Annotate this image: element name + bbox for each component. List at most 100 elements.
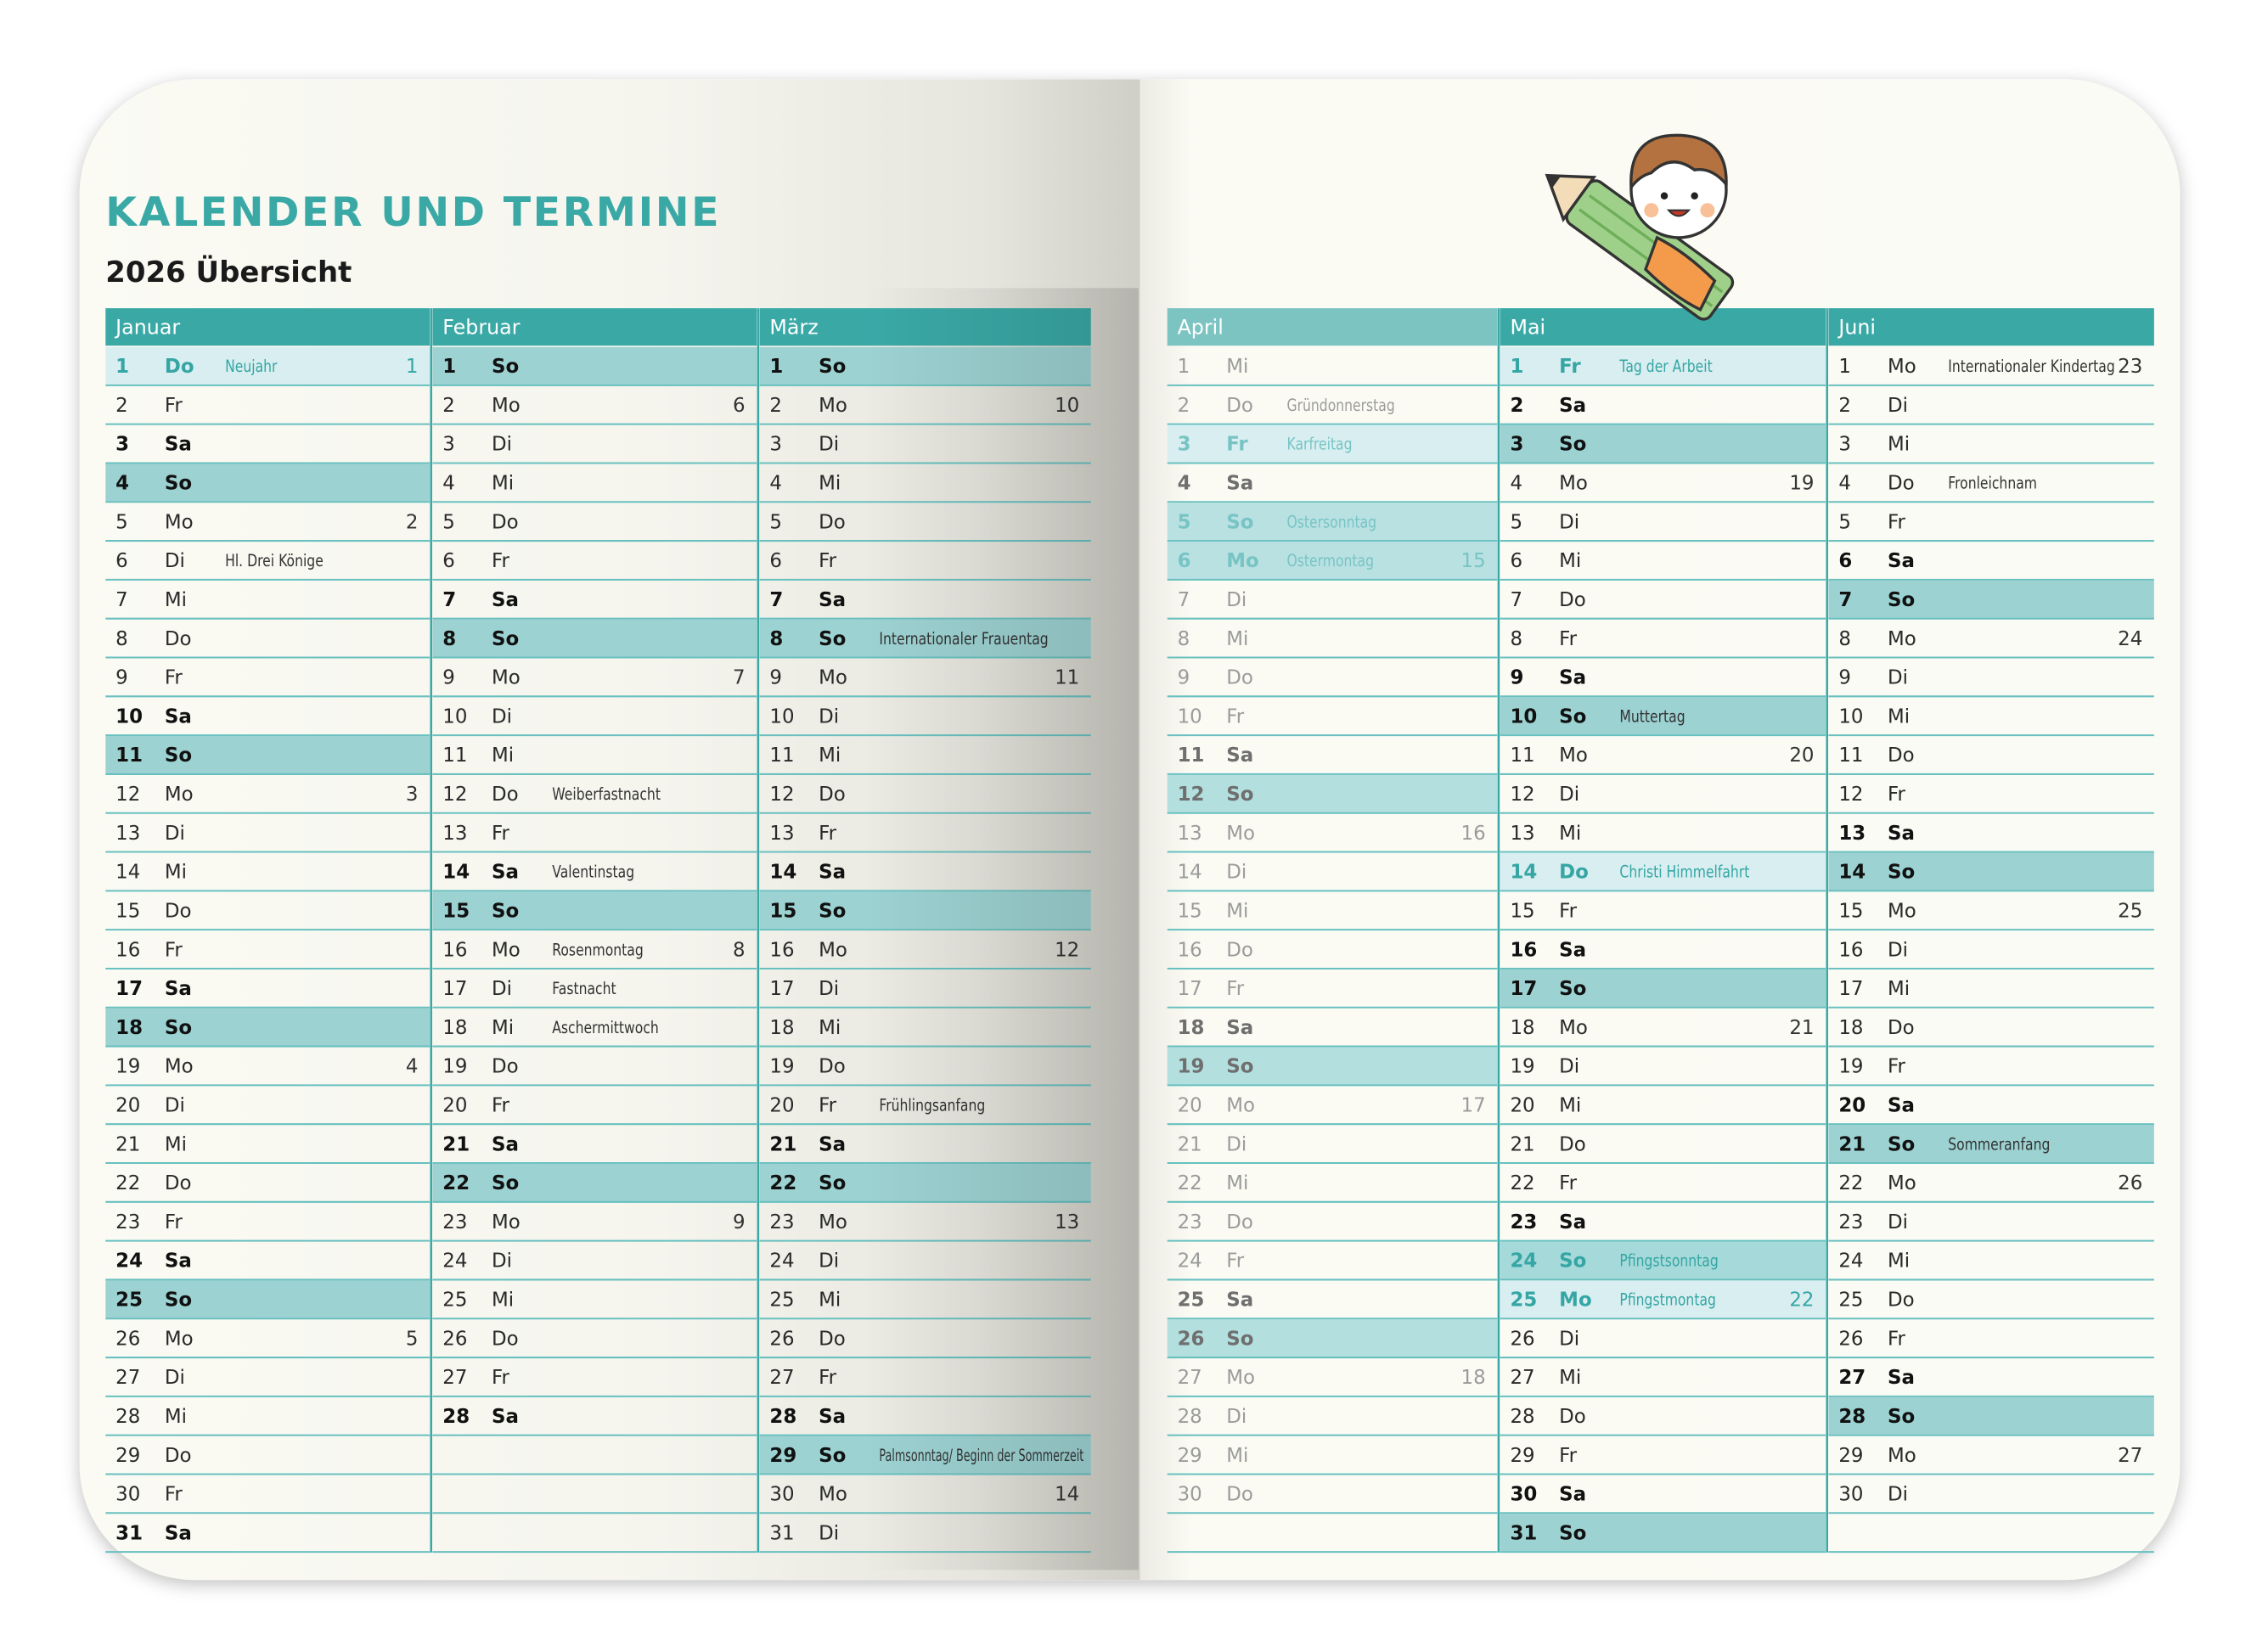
day-number: 23 [1838, 1211, 1863, 1233]
day-number: 1 [769, 356, 783, 378]
weekday: Do [165, 356, 194, 378]
day-number: 6 [769, 550, 782, 572]
day-number: 27 [1510, 1367, 1534, 1389]
weekday: Di [492, 978, 512, 1000]
weekday: Di [492, 434, 512, 456]
day-number: 11 [769, 745, 794, 767]
day-number: 19 [442, 1056, 467, 1078]
day-number: 17 [1838, 978, 1863, 1000]
day-number: 21 [1838, 1133, 1866, 1155]
day-number: 26 [115, 1328, 140, 1350]
day-number: 2 [115, 395, 128, 417]
weekday: So [492, 356, 519, 378]
weekday: Mo [1226, 1094, 1255, 1116]
weekday: Sa [1888, 550, 1915, 572]
day-number: 6 [1838, 550, 1852, 572]
row-highlight [1167, 1319, 1498, 1357]
weekday: Mo [819, 667, 847, 689]
day-number: 13 [442, 823, 467, 845]
row-highlight [1500, 697, 1826, 735]
weekday: Di [1888, 1211, 1908, 1233]
row-highlight [1500, 346, 1826, 385]
day-number: 24 [1838, 1250, 1863, 1273]
weekday: Mo [492, 939, 521, 961]
day-number: 9 [1838, 667, 1851, 689]
day-number: 25 [1838, 1290, 1863, 1312]
day-number: 12 [769, 784, 794, 806]
weekday: So [492, 1172, 519, 1194]
weekday: Mi [492, 1290, 514, 1312]
day-number: 28 [442, 1406, 470, 1428]
day-number: 29 [1178, 1445, 1202, 1467]
weekday: Mi [165, 589, 187, 611]
day-number: 19 [1178, 1056, 1205, 1078]
weekday: Do [1226, 1484, 1253, 1506]
day-note: Ostersonntag [1287, 512, 1377, 531]
day-number: 28 [1510, 1406, 1534, 1428]
day-number: 18 [442, 1017, 467, 1039]
day-number: 25 [442, 1290, 467, 1312]
weekday: Sa [1559, 1484, 1586, 1506]
day-number: 3 [1510, 434, 1523, 456]
day-number: 29 [769, 1445, 796, 1467]
weekday: So [1888, 589, 1915, 611]
day-number: 8 [115, 628, 128, 650]
day-number: 24 [442, 1250, 467, 1273]
gutter-shade [864, 288, 1139, 1571]
weekday: Fr [492, 823, 510, 845]
weekday: Di [165, 1094, 185, 1116]
weekday: Di [819, 1250, 839, 1273]
weekday: Di [1559, 1056, 1579, 1078]
weekday: Do [819, 1328, 846, 1350]
day-number: 18 [115, 1017, 143, 1039]
day-number: 21 [115, 1133, 140, 1155]
day-number: 15 [1510, 900, 1534, 922]
day-note: Ostermontag [1287, 551, 1374, 570]
day-number: 12 [115, 784, 140, 806]
day-number: 23 [769, 1211, 794, 1233]
weekday: Mo [1559, 473, 1588, 495]
weekday: Do [1888, 745, 1915, 767]
day-number: 15 [115, 900, 140, 922]
day-number: 11 [1510, 745, 1534, 767]
weekday: So [819, 1172, 846, 1194]
day-number: 6 [442, 550, 455, 572]
day-number: 8 [1838, 628, 1851, 650]
weekday: Mo [819, 395, 847, 417]
weekday: Mi [492, 473, 514, 495]
week-number: 7 [733, 667, 746, 689]
weekday: Do [165, 900, 192, 922]
weekday: Mi [1559, 1094, 1581, 1116]
weekday: Mi [165, 1406, 187, 1428]
week-number: 19 [1789, 473, 1814, 495]
day-number: 23 [442, 1211, 467, 1233]
day-number: 31 [1510, 1522, 1537, 1544]
day-number: 31 [115, 1522, 143, 1544]
day-number: 9 [1510, 667, 1523, 689]
row-highlight [105, 1280, 431, 1318]
week-number: 18 [1461, 1367, 1486, 1389]
day-number: 5 [1838, 511, 1851, 533]
weekday: Di [1559, 784, 1579, 806]
day-number: 6 [1178, 550, 1191, 572]
day-number: 23 [1510, 1211, 1537, 1233]
day-number: 3 [1838, 434, 1851, 456]
day-number: 28 [1178, 1406, 1202, 1428]
day-note: Sommeranfang [1948, 1134, 2050, 1154]
day-number: 14 [442, 862, 470, 884]
weekday: Sa [1888, 1094, 1915, 1116]
day-number: 9 [1178, 667, 1190, 689]
weekday: Sa [1559, 1211, 1586, 1233]
day-number: 17 [1178, 978, 1202, 1000]
weekday: So [492, 900, 519, 922]
row-highlight [1828, 1125, 2154, 1163]
weekday: Mo [819, 1211, 847, 1233]
weekday: Do [1559, 862, 1589, 884]
weekday: Mi [492, 745, 514, 767]
day-number: 28 [769, 1406, 796, 1428]
row-highlight [1167, 774, 1498, 812]
weekday: Mi [1226, 1445, 1248, 1467]
weekday: Mo [1888, 628, 1916, 650]
